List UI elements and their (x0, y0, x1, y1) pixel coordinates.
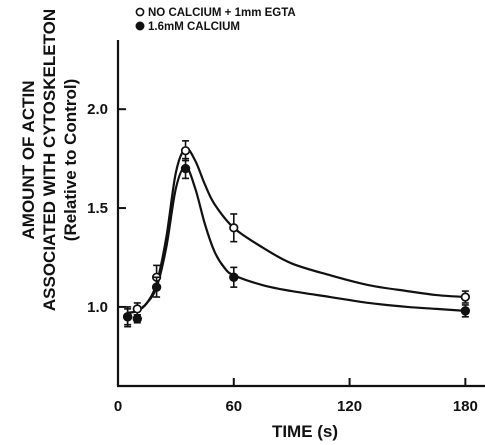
y-axis-title-line-1: AMOUNT OF ACTIN (19, 81, 38, 240)
point-no-calcium-egta (180, 146, 191, 156)
point-calcium (122, 312, 133, 322)
ticks: 0 60 120 180 1.0 1.5 2.0 (87, 101, 478, 415)
legend-label-calcium: 1.6mM CALCIUM (148, 21, 240, 33)
y-tick-label: 2.0 (87, 101, 108, 118)
x-tick-label: 120 (337, 398, 362, 415)
point-calcium (180, 163, 191, 174)
point-calcium (151, 282, 162, 292)
y-tick-label: 1.5 (87, 200, 108, 217)
point-no-calcium-egta (460, 292, 471, 302)
axes (116, 40, 485, 388)
x-tick-label: 0 (114, 398, 122, 415)
y-axis-title: AMOUNT OF ACTIN ASSOCIATED WITH CYTOSKEL… (19, 9, 80, 311)
legend: NO CALCIUM + 1mm EGTA 1.6mM CALCIUM (135, 7, 296, 33)
curves (127, 147, 466, 314)
curve-no-calcium-egta (127, 147, 466, 314)
x-axis-title: TIME (s) (272, 422, 338, 441)
legend-marker-egta (135, 7, 145, 17)
points (122, 140, 471, 328)
point-calcium (132, 314, 142, 324)
y-tick-label: 1.0 (87, 299, 108, 316)
y-axis-title-line-2: ASSOCIATED WITH CYTOSKELETON (40, 9, 59, 311)
curve-calcium (127, 165, 466, 314)
x-tick-label: 60 (225, 398, 242, 415)
point-calcium (229, 272, 239, 282)
y-axis-title-line-3: (Relative to Control) (61, 79, 80, 241)
point-no-calcium-egta (132, 304, 142, 314)
point-calcium (460, 306, 471, 316)
x-tick-label: 180 (453, 398, 478, 415)
legend-marker-calcium (135, 21, 145, 31)
point-no-calcium-egta (229, 223, 239, 233)
legend-label-egta: NO CALCIUM + 1mm EGTA (148, 7, 296, 19)
